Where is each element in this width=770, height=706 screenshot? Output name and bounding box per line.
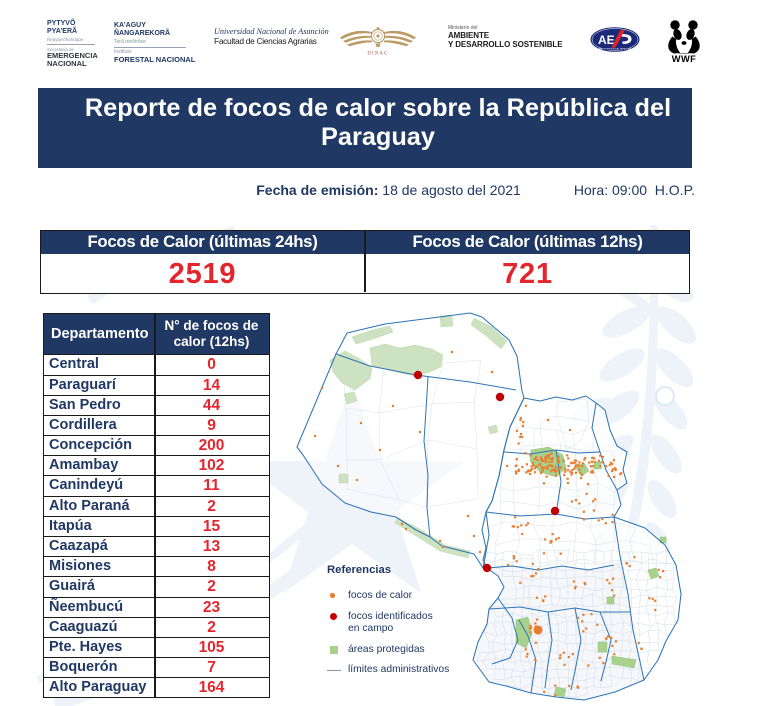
svg-text:AE: AE xyxy=(598,33,615,47)
svg-text:DINAC: DINAC xyxy=(367,52,388,57)
svg-text:AEROPUERTOS DEL PARAGUAY: AEROPUERTOS DEL PARAGUAY xyxy=(599,48,632,51)
svg-text:WWF: WWF xyxy=(672,54,696,63)
